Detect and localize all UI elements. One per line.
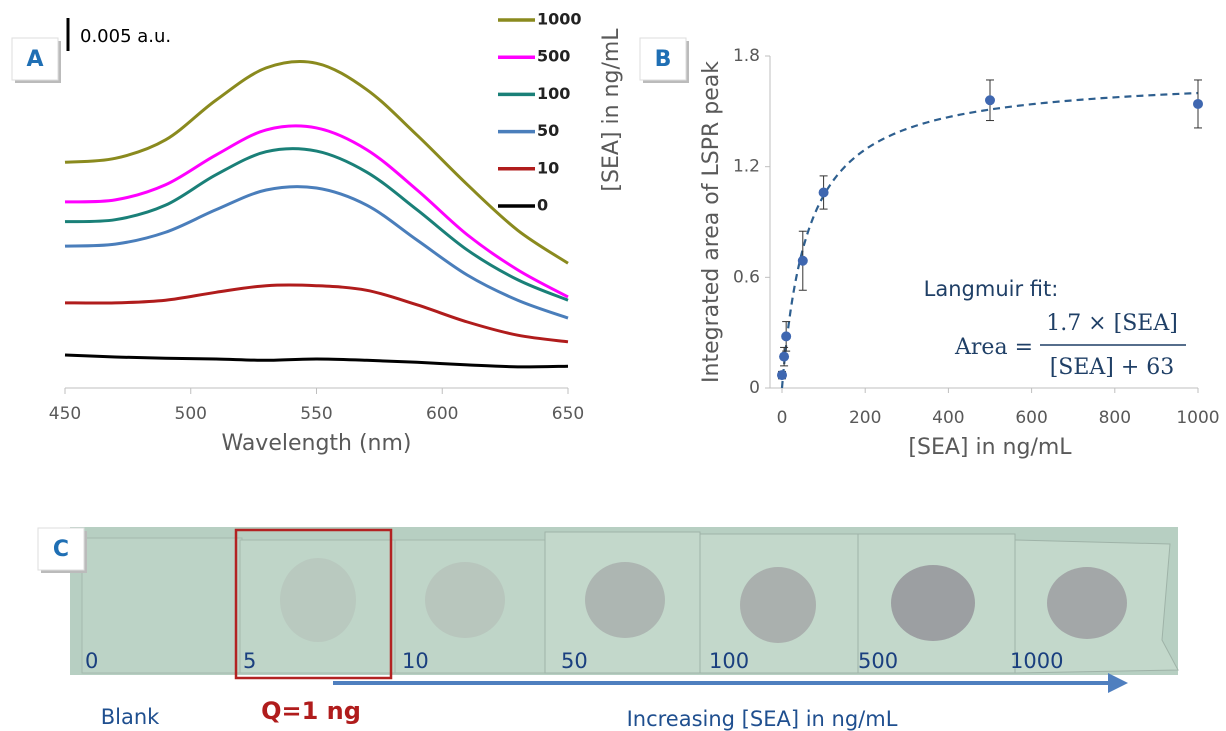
panel-letter: C bbox=[53, 537, 69, 562]
spectrum-line bbox=[64, 147, 569, 302]
x-tick-label: 600 bbox=[1015, 408, 1047, 428]
spot bbox=[1047, 567, 1127, 639]
legend-title: [SEA] in ng/mL bbox=[599, 28, 624, 192]
legend-label: 100 bbox=[537, 84, 570, 103]
point bbox=[1193, 98, 1203, 109]
point bbox=[985, 95, 995, 106]
slides bbox=[81, 531, 1179, 674]
spot bbox=[585, 562, 665, 638]
point bbox=[818, 187, 829, 198]
slide bbox=[81, 537, 243, 674]
slide-label: 10 bbox=[402, 649, 429, 673]
blank-label: Blank bbox=[101, 705, 160, 729]
highlight-label: Q=1 ng bbox=[261, 697, 361, 725]
scale-bar-label: 0.005 a.u. bbox=[80, 26, 171, 47]
x-tick-label: 1000 bbox=[1176, 408, 1219, 428]
legend-label: 10 bbox=[537, 158, 559, 177]
y-axis-title: Integrated area of LSPR peak bbox=[699, 61, 724, 383]
fit-curve bbox=[780, 91, 1199, 389]
fit-numerator: 1.7 × [SEA] bbox=[1046, 311, 1178, 336]
fit-lhs: Area = bbox=[954, 335, 1033, 360]
spectrum-line bbox=[64, 353, 569, 369]
point bbox=[797, 255, 808, 266]
legend-label: 1000 bbox=[537, 10, 582, 29]
slide-label: 1000 bbox=[1010, 649, 1063, 673]
fit-denominator: [SEA] + 63 bbox=[1050, 355, 1175, 380]
panel-letter: B bbox=[655, 47, 672, 72]
slide-label: 50 bbox=[561, 649, 588, 673]
y-tick-label: 0 bbox=[749, 378, 760, 398]
arrow-head bbox=[1108, 673, 1128, 693]
point bbox=[777, 370, 787, 381]
y-tick-label: 0.6 bbox=[733, 267, 760, 287]
slide-label: 100 bbox=[709, 649, 749, 673]
panel-box bbox=[37, 527, 85, 571]
x-tick-label: 550 bbox=[300, 404, 332, 424]
y-tick-label: 1.8 bbox=[733, 46, 760, 66]
spectrum-line bbox=[64, 60, 569, 265]
legend-label: 0 bbox=[537, 196, 548, 215]
spot bbox=[425, 562, 505, 638]
spectrum-line bbox=[64, 124, 569, 299]
x-tick-label: 650 bbox=[552, 404, 584, 424]
x-tick-label: 500 bbox=[175, 404, 207, 424]
slide-label: 5 bbox=[243, 649, 256, 673]
x-axis-title: Wavelength (nm) bbox=[221, 431, 411, 456]
legend-label: 50 bbox=[537, 121, 559, 140]
point bbox=[779, 351, 790, 362]
x-tick-label: 400 bbox=[932, 408, 964, 428]
x-tick-label: 800 bbox=[1099, 408, 1131, 428]
slide-label: 500 bbox=[858, 649, 898, 673]
legend-label: 500 bbox=[537, 47, 570, 66]
panel-box bbox=[639, 37, 687, 81]
x-axis-title: [SEA] in ng/mL bbox=[908, 435, 1072, 460]
spectrum-line bbox=[64, 185, 569, 320]
highlight-box bbox=[234, 528, 393, 680]
x-tick-label: 600 bbox=[426, 404, 458, 424]
spot bbox=[740, 567, 816, 643]
spot bbox=[891, 565, 975, 641]
x-tick-label: 450 bbox=[49, 404, 81, 424]
point bbox=[781, 331, 792, 342]
x-tick-label: 0 bbox=[777, 408, 788, 428]
spectrum-line bbox=[64, 283, 569, 344]
arrow-label: Increasing [SEA] in ng/mL bbox=[627, 707, 898, 731]
panel-box bbox=[11, 37, 59, 81]
panel-letter: A bbox=[26, 47, 43, 72]
spot bbox=[280, 558, 356, 642]
y-tick-label: 1.2 bbox=[733, 157, 760, 177]
x-tick-label: 200 bbox=[849, 408, 881, 428]
fit-label: Langmuir fit: bbox=[924, 277, 1059, 301]
slide-label: 0 bbox=[85, 649, 98, 673]
